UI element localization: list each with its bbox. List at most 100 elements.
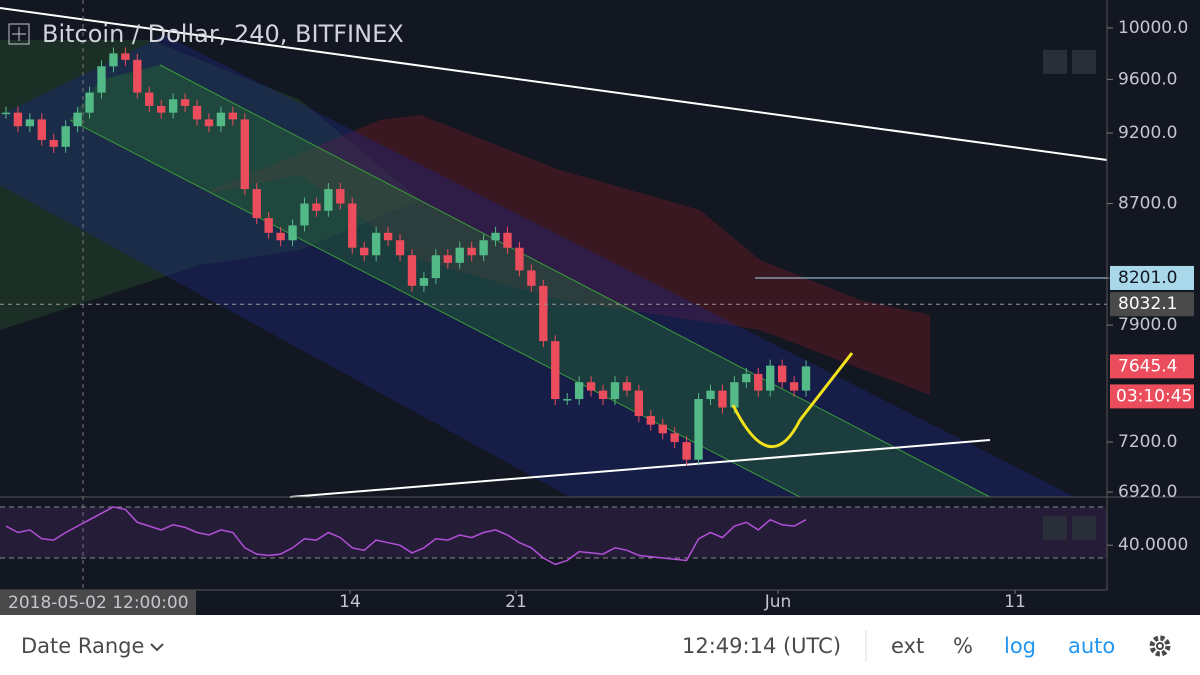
candle [228, 112, 238, 120]
candle [670, 433, 679, 443]
auto-button[interactable]: auto [1068, 634, 1115, 658]
price-tag-label: 7645.4 [1118, 356, 1177, 376]
candle [718, 390, 727, 408]
log-button[interactable]: log [1004, 634, 1036, 658]
candle [240, 119, 249, 190]
price-tag [1110, 354, 1194, 379]
candle [574, 382, 584, 400]
candle [121, 53, 130, 60]
scale-button[interactable] [1072, 50, 1096, 74]
candle [789, 382, 799, 391]
candle [682, 442, 691, 460]
candle [539, 285, 548, 342]
candle [395, 240, 405, 256]
scale-button[interactable] [1043, 50, 1067, 74]
candle [467, 247, 476, 256]
candle [288, 225, 297, 241]
date-range-button[interactable]: Date Range [21, 634, 144, 658]
candle [49, 139, 58, 147]
y-tick-label: 7200.0 [1118, 432, 1177, 452]
expand-icon[interactable] [8, 23, 30, 45]
candle [479, 240, 488, 256]
candle [742, 373, 751, 383]
candle [777, 365, 787, 383]
candle [73, 112, 82, 127]
candle [25, 119, 35, 127]
expand-icon-plus [12, 27, 26, 41]
scale-button[interactable] [1072, 516, 1096, 540]
scale-button[interactable] [1043, 516, 1067, 540]
candle [85, 92, 94, 113]
y-tick-label: 8700.0 [1118, 193, 1177, 213]
percent-button[interactable]: % [953, 634, 973, 658]
crosshair-time-label: 2018-05-02 12:00:00 [8, 593, 189, 613]
chart-title: Bitcoin / Dollar, 240, BITFINEX [42, 20, 404, 48]
candle [264, 218, 273, 233]
candle [455, 247, 464, 263]
candle [766, 365, 775, 391]
ext-button[interactable]: ext [891, 634, 924, 658]
candle [157, 105, 166, 113]
candle [503, 232, 512, 248]
y-tick-label: 9200.0 [1118, 123, 1177, 143]
trendline [0, 7, 1108, 161]
price-tag-label: 8201.0 [1118, 268, 1177, 288]
candle [706, 390, 715, 400]
candle [168, 99, 178, 113]
candle [491, 232, 500, 241]
candle [348, 203, 357, 248]
candle [754, 373, 763, 391]
candle [634, 390, 644, 417]
candle [336, 189, 345, 204]
settings-icon[interactable] [1149, 635, 1171, 657]
x-tick-label: 11 [1004, 592, 1026, 612]
y-tick-label: 7900.0 [1118, 315, 1177, 335]
candle [324, 189, 333, 211]
candle [1, 112, 11, 115]
price-tag [1110, 265, 1194, 290]
candle [37, 119, 46, 140]
candle [658, 424, 667, 434]
rsi-line [5, 506, 807, 566]
candle [204, 119, 214, 127]
candle [109, 53, 118, 67]
dropdown-arrow [150, 643, 164, 652]
x-tick-label: 21 [505, 592, 527, 612]
price-tag [1110, 292, 1194, 317]
candle [801, 366, 811, 391]
clock: 12:49:14 (UTC) [682, 634, 841, 658]
y-tick-label: 10000.0 [1118, 18, 1188, 38]
candle [407, 255, 417, 286]
cloud-red [200, 115, 930, 395]
candle [694, 399, 703, 460]
toolbar [0, 615, 1200, 675]
candle [97, 66, 106, 93]
candle [551, 341, 560, 400]
candle [192, 105, 202, 120]
candles [1, 47, 811, 466]
background [0, 0, 1200, 615]
trendline [289, 439, 991, 498]
countdown-tag [1110, 384, 1194, 409]
candle [443, 255, 452, 263]
candle [252, 189, 261, 219]
x-tick-label: 14 [339, 592, 361, 612]
candle [598, 390, 608, 400]
candle [383, 232, 393, 241]
candle [563, 399, 572, 401]
candle [730, 382, 739, 408]
projection-curve [731, 352, 854, 449]
candle [180, 99, 190, 106]
y-tick-label: 40.0000 [1118, 535, 1188, 555]
channel-edge [159, 64, 991, 498]
candle [145, 92, 154, 106]
candle [431, 255, 441, 279]
candle [276, 232, 285, 241]
candle [312, 203, 321, 211]
candle [300, 203, 309, 226]
crosshair-time-tag [0, 590, 196, 615]
candle [360, 247, 369, 256]
candle [419, 278, 429, 286]
candle [216, 112, 226, 127]
